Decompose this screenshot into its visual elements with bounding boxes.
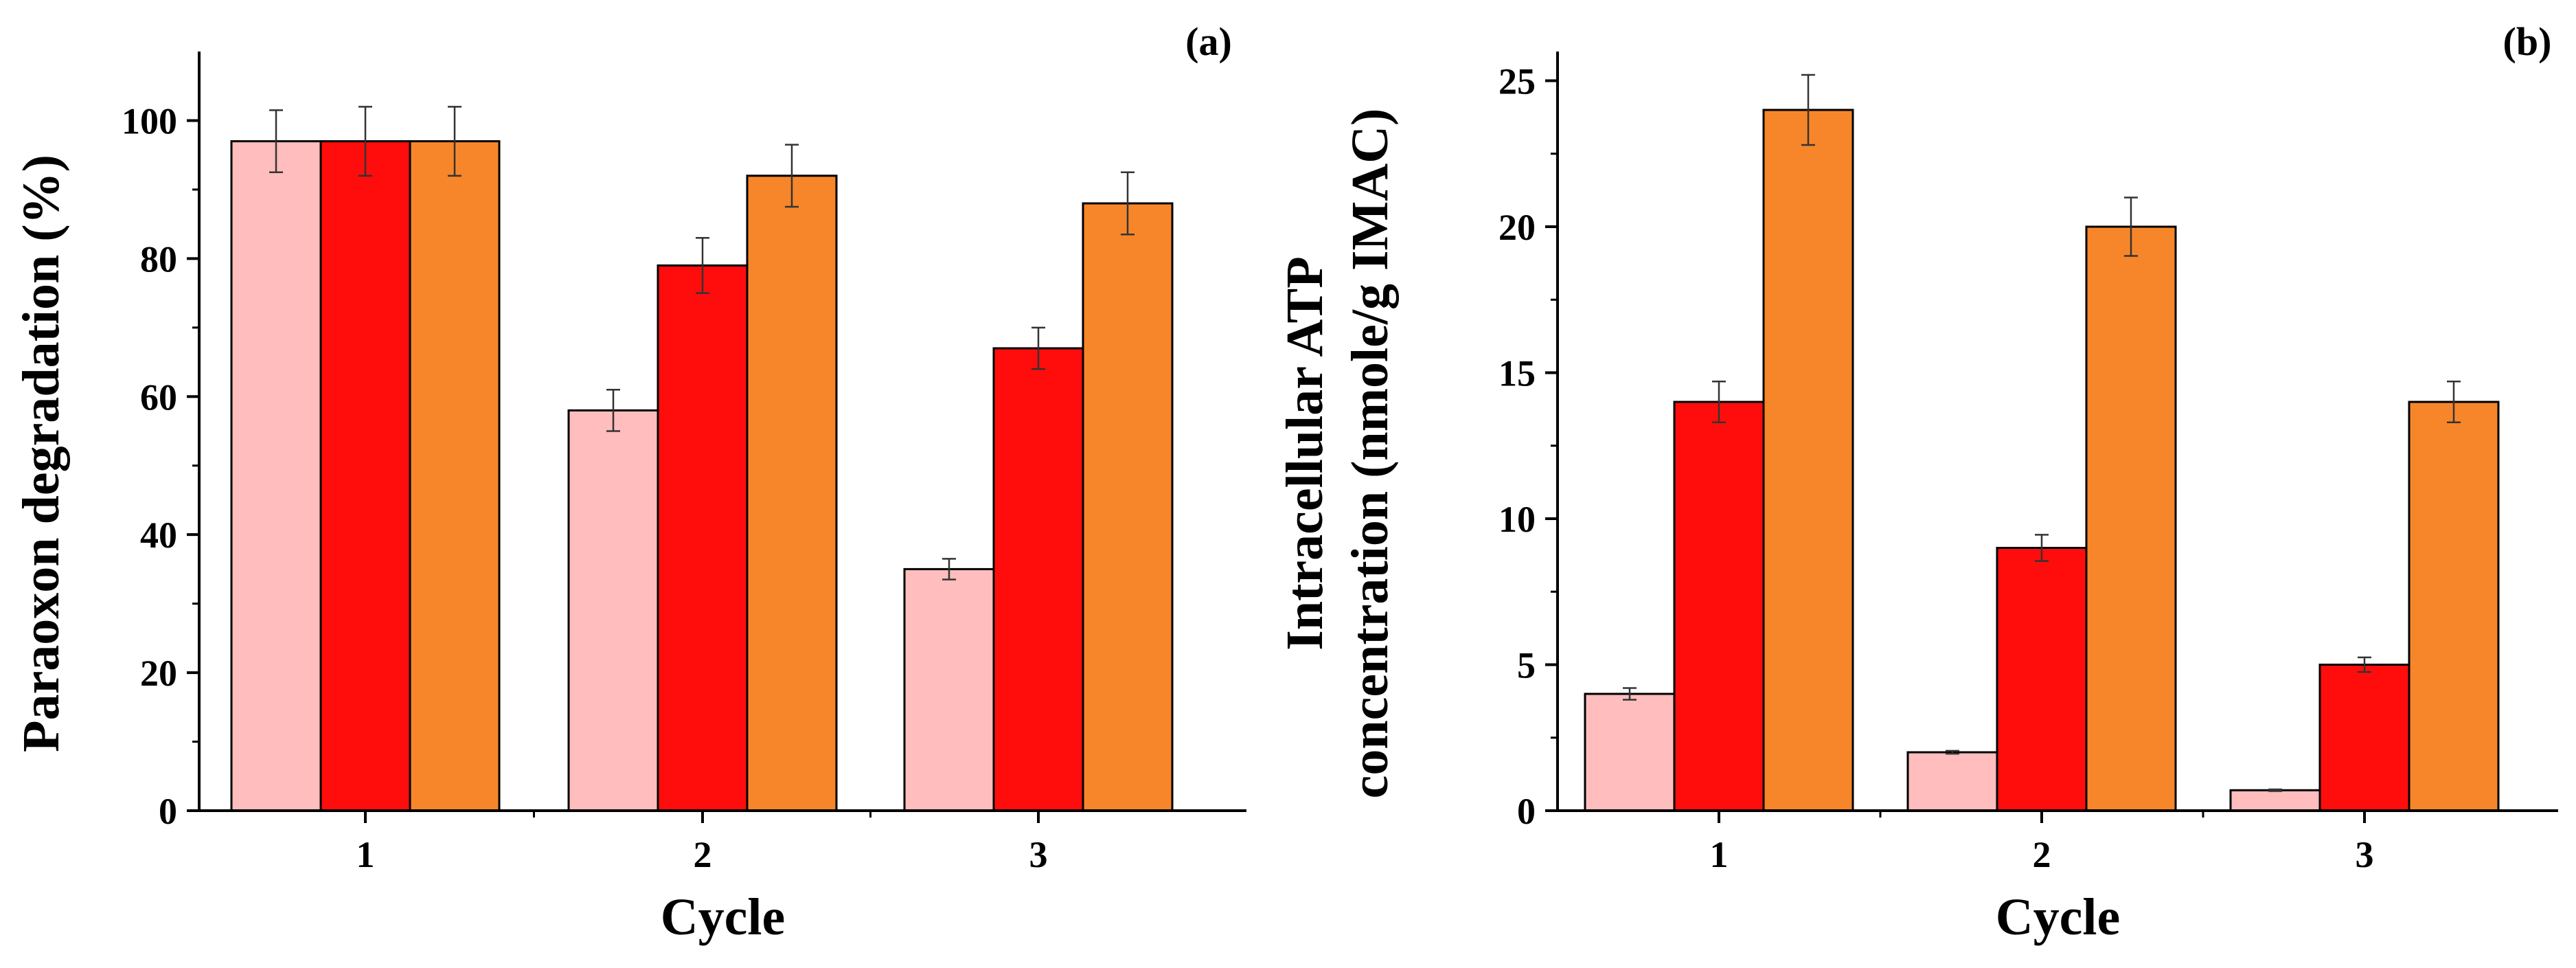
bar-series-3-cycle-3 <box>1082 202 1174 812</box>
y-tick-label: 10 <box>1498 499 1536 540</box>
bar-series-3-cycle-3 <box>2408 401 2500 812</box>
y-tick-label: 25 <box>1498 61 1536 102</box>
x-tick-label: 3 <box>1029 834 1048 875</box>
y-axis-title-line: concentration (nmole/g IMAC) <box>1341 109 1399 799</box>
y-tick-label: 20 <box>1498 207 1536 248</box>
bar-series-1-cycle-3 <box>2229 789 2321 812</box>
y-axis-title-line: Intracellular ATP <box>1276 256 1334 651</box>
bar-series-2-cycle-2 <box>657 264 749 812</box>
x-tick-label: 3 <box>2356 834 2374 875</box>
y-tick-label: 5 <box>1517 645 1536 686</box>
bar-series-2-cycle-3 <box>992 347 1084 812</box>
panel-label: (b) <box>2503 19 2552 64</box>
bar-series-1-cycle-3 <box>903 567 995 812</box>
y-tick-label: 0 <box>1517 791 1536 832</box>
bar-series-3-cycle-2 <box>746 175 838 812</box>
y-axis-title: Intracellular ATP concentration (nmole/g … <box>1276 109 1399 799</box>
panel-a: 0 20 40 60 80 100 1 2 3 Cycle Paraoxon degradation… <box>12 19 1246 946</box>
panel-label: (a) <box>1185 19 1232 64</box>
bar-series-1-cycle-2 <box>567 409 659 812</box>
x-tick-label: 1 <box>356 834 375 875</box>
y-tick-label: 15 <box>1498 353 1536 394</box>
bar-series-1-cycle-1 <box>1584 693 1676 812</box>
bar-series-3-cycle-1 <box>1762 109 1854 812</box>
bar-series-3-cycle-1 <box>409 140 501 812</box>
y-tick-label: 100 <box>122 100 177 142</box>
bar-series-1-cycle-1 <box>230 140 322 812</box>
y-tick-label: 20 <box>140 653 177 694</box>
x-axis-title: Cycle <box>661 888 785 946</box>
bar-series-1-cycle-2 <box>1906 751 1998 812</box>
y-tick-label: 60 <box>140 376 177 418</box>
y-tick-label: 0 <box>159 791 177 832</box>
y-axis-title: Paraoxon degradation (%) <box>12 155 70 752</box>
panel-b: 0 5 10 15 20 25 1 2 3 Cycle Intracellular ATP conce… <box>1276 19 2558 946</box>
y-tick-label: 80 <box>140 238 177 280</box>
bar-series-2-cycle-1 <box>1673 401 1765 812</box>
bar-series-2-cycle-1 <box>319 140 411 812</box>
x-axis-title: Cycle <box>1996 888 2120 946</box>
x-tick-label: 2 <box>694 834 712 875</box>
x-tick-label: 1 <box>1710 834 1729 875</box>
x-tick-label: 2 <box>2033 834 2051 875</box>
bar-series-2-cycle-2 <box>1996 547 2088 812</box>
bar-series-2-cycle-3 <box>2318 664 2410 812</box>
bar-series-3-cycle-2 <box>2085 225 2177 812</box>
y-tick-label: 40 <box>140 515 177 556</box>
